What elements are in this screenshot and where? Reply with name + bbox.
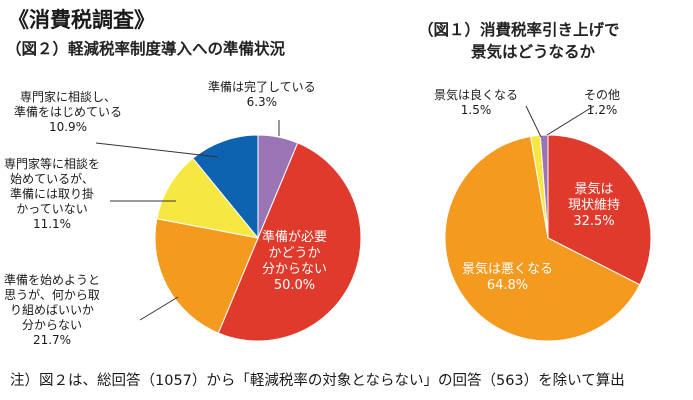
chart2-label-consulting-line-0: 専門家等に相談を [4,157,101,171]
chart2-label-consulted-started-value: 10.9% [48,120,88,134]
chart2-leader-consulted-started [95,142,219,158]
chart2-label-unsure-line-1: かどうか [268,246,321,261]
chart2-label-consulting-line-1: 始めているが、 [10,172,94,186]
chart1-label-same: 景気は 現状維持 32.5% [568,182,620,230]
chart1-label-other-value: 1.2% [586,103,618,117]
chart1-title-line2: 景気はどうなるか [471,43,596,61]
chart1-label-same-line-0: 景気は [574,182,614,197]
chart2-slice-3 [156,157,260,239]
chart2-label-consulted-started-line-1: 準備をはじめている [14,105,123,119]
chart2-label-not-started-value: 21.7% [32,333,72,347]
chart1-leader-other [546,105,595,136]
chart2-label-consulting-line-3: かっていない [16,202,88,216]
chart2-label-complete: 準備は完了している 6.3% [208,80,316,110]
chart1-label-other: その他 1.2% [584,88,620,118]
chart1-label-other-line-0: その他 [584,88,621,102]
chart2-label-complete-value: 6.3% [246,95,278,109]
chart2-slice-2 [154,218,259,334]
chart2-label-unsure-line-0: 準備が必要 [262,230,328,245]
chart2-label-unsure-line-2: 分からない [262,262,328,277]
chart1-slice-0 [547,134,652,286]
chart2-slice-1 [217,142,362,342]
chart1-title-line1: （図１）消費税率引き上げで [418,21,620,39]
chart2-leader-not-started [139,296,179,321]
chart1-label-same-line-1: 現状維持 [568,198,621,213]
chart2-label-unsure-value: 50.0% [273,278,316,293]
chart1-slice-1 [444,135,641,342]
chart1-label-better: 景気は良くなる 1.5% [434,88,518,118]
chart1-label-worse-value: 64.8% [486,278,529,293]
chart1-leader-better [525,105,542,138]
chart2-label-not-started: 準備を始めようと 思うが、何から取 り組めばいいか 分からない 21.7% [4,273,100,348]
chart1-label-better-value: 1.5% [460,103,492,117]
chart2-label-consulted-started-line-0: 専門家に相談し、 [20,90,117,104]
chart2-label-not-started-line-2: り組めばいいか [10,303,95,317]
chart2-label-consulted-started: 専門家に相談し、 準備をはじめている 10.9% [14,90,122,135]
chart1-label-worse: 景気は悪くなる 64.8% [462,262,553,294]
chart1-label-same-value: 32.5% [573,214,615,229]
page-title: 《消費税調査》 [8,8,155,32]
chart2-label-not-started-line-0: 準備を始めようと [4,273,101,287]
chart2-label-consulting-value: 11.1% [32,217,72,231]
chart2-title: （図２）軽減税率制度導入への準備状況 [6,40,286,58]
chart2-label-not-started-line-1: 思うが、何から取 [4,288,100,302]
chart2-label-not-started-line-3: 分からない [22,318,83,332]
footnote: 注）図２は、総回答（1057）から「軽減税率の対象とならない」の回答（563）を… [10,373,625,389]
chart2-slice-4 [192,134,259,240]
chart2-label-consulting: 専門家等に相談を 始めているが、 準備には取り掛 かっていない 11.1% [4,157,100,232]
chart2-label-complete-line-0: 準備は完了している [208,80,316,94]
chart1-label-better-line-0: 景気は良くなる [434,88,519,102]
chart2-label-unsure: 準備が必要 かどうか 分からない 50.0% [262,230,327,294]
chart2-label-consulting-line-2: 準備には取り掛 [10,187,95,201]
chart1-label-worse-line-0: 景気は悪くなる [462,262,554,277]
